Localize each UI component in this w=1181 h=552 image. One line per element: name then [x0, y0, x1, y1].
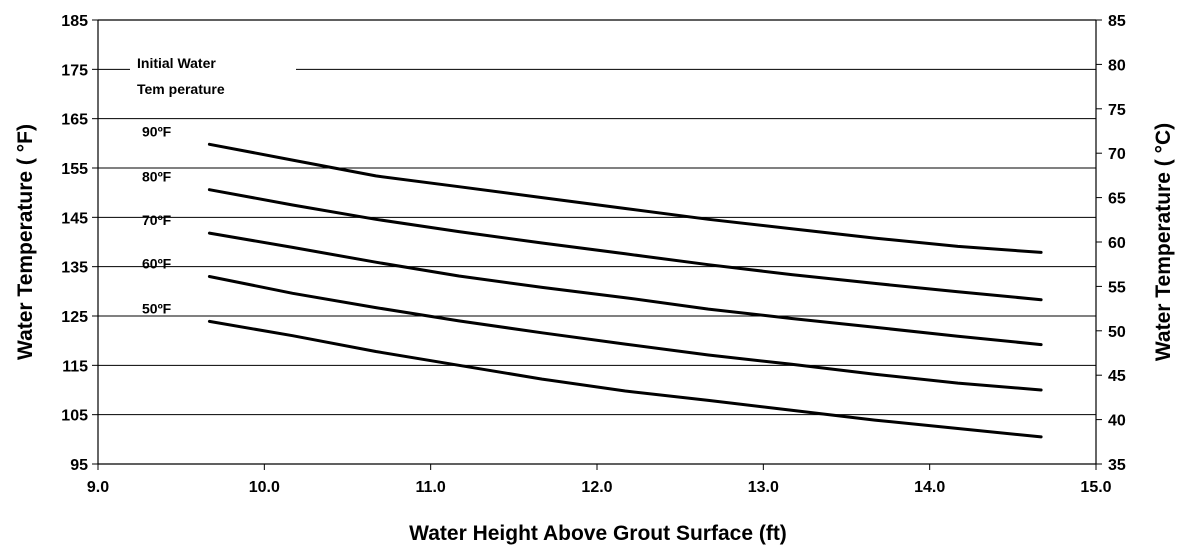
y-tick-label-right: 65 — [1108, 191, 1126, 208]
legend-title-background — [130, 50, 296, 102]
y-tick-label-left: 155 — [61, 161, 88, 178]
y-tick-label-right: 55 — [1108, 279, 1126, 296]
y-tick-label-right: 45 — [1108, 368, 1126, 385]
gridlines — [98, 68, 1096, 416]
y-tick-label-left: 175 — [61, 62, 88, 79]
y-tick-label-right: 35 — [1108, 457, 1126, 474]
x-tick-label: 10.0 — [249, 479, 280, 496]
series-labels: 90ºF 80ºF 70ºF 60ºF 50ºF — [142, 123, 172, 316]
y-tick-label-right: 60 — [1108, 235, 1126, 252]
y-axis-left-title: Water Temperature ( °F) — [14, 124, 37, 360]
series-line-60f — [207, 275, 1043, 392]
x-tick-label: 14.0 — [914, 479, 945, 496]
series-label: 60ºF — [142, 256, 172, 272]
y-axis-left-ticks: 95 105 115 125 135 145 155 165 175 185 — [61, 13, 98, 474]
y-axis-right-title: Water Temperature ( °C) — [1152, 123, 1175, 361]
x-tick-label: 11.0 — [416, 479, 446, 496]
y-tick-label-right: 70 — [1108, 146, 1126, 163]
y-axis-right-ticks: 35 40 45 50 55 60 65 70 75 80 85 — [1096, 13, 1126, 474]
x-tick-label: 12.0 — [581, 479, 612, 496]
series-line-90f — [207, 142, 1043, 254]
series-line-70f — [207, 231, 1043, 347]
series-lines — [207, 142, 1043, 439]
y-tick-label-right: 85 — [1108, 13, 1126, 30]
y-tick-label-left: 95 — [70, 457, 88, 474]
x-tick-label: 13.0 — [748, 479, 779, 496]
y-tick-label-left: 115 — [62, 358, 88, 375]
series-line-50f — [207, 319, 1043, 439]
x-axis-title: Water Height Above Grout Surface (ft) — [409, 522, 787, 545]
legend-title-line-1: Initial Water — [137, 55, 216, 71]
y-tick-label-right: 40 — [1108, 413, 1126, 430]
x-axis-ticks: 9.0 10.0 11.0 12.0 13.0 14.0 15.0 — [87, 464, 1112, 496]
y-tick-label-left: 125 — [61, 309, 88, 326]
series-label: 80ºF — [142, 169, 172, 185]
series-label: 70ºF — [142, 212, 172, 228]
y-tick-label-left: 165 — [61, 112, 88, 129]
y-tick-label-right: 80 — [1108, 57, 1126, 74]
series-label: 90ºF — [142, 123, 172, 139]
y-tick-label-left: 105 — [61, 408, 88, 425]
x-tick-label: 9.0 — [87, 479, 109, 496]
y-tick-label-left: 145 — [61, 210, 88, 227]
y-tick-label-left: 135 — [61, 260, 88, 277]
x-tick-label: 15.0 — [1080, 479, 1111, 496]
series-label: 50ºF — [142, 300, 172, 316]
legend-title-line-2: Tem perature — [137, 81, 225, 97]
y-tick-label-right: 75 — [1108, 102, 1126, 119]
y-tick-label-right: 50 — [1108, 324, 1126, 341]
y-tick-label-left: 185 — [61, 13, 88, 30]
series-line-80f — [207, 188, 1043, 302]
